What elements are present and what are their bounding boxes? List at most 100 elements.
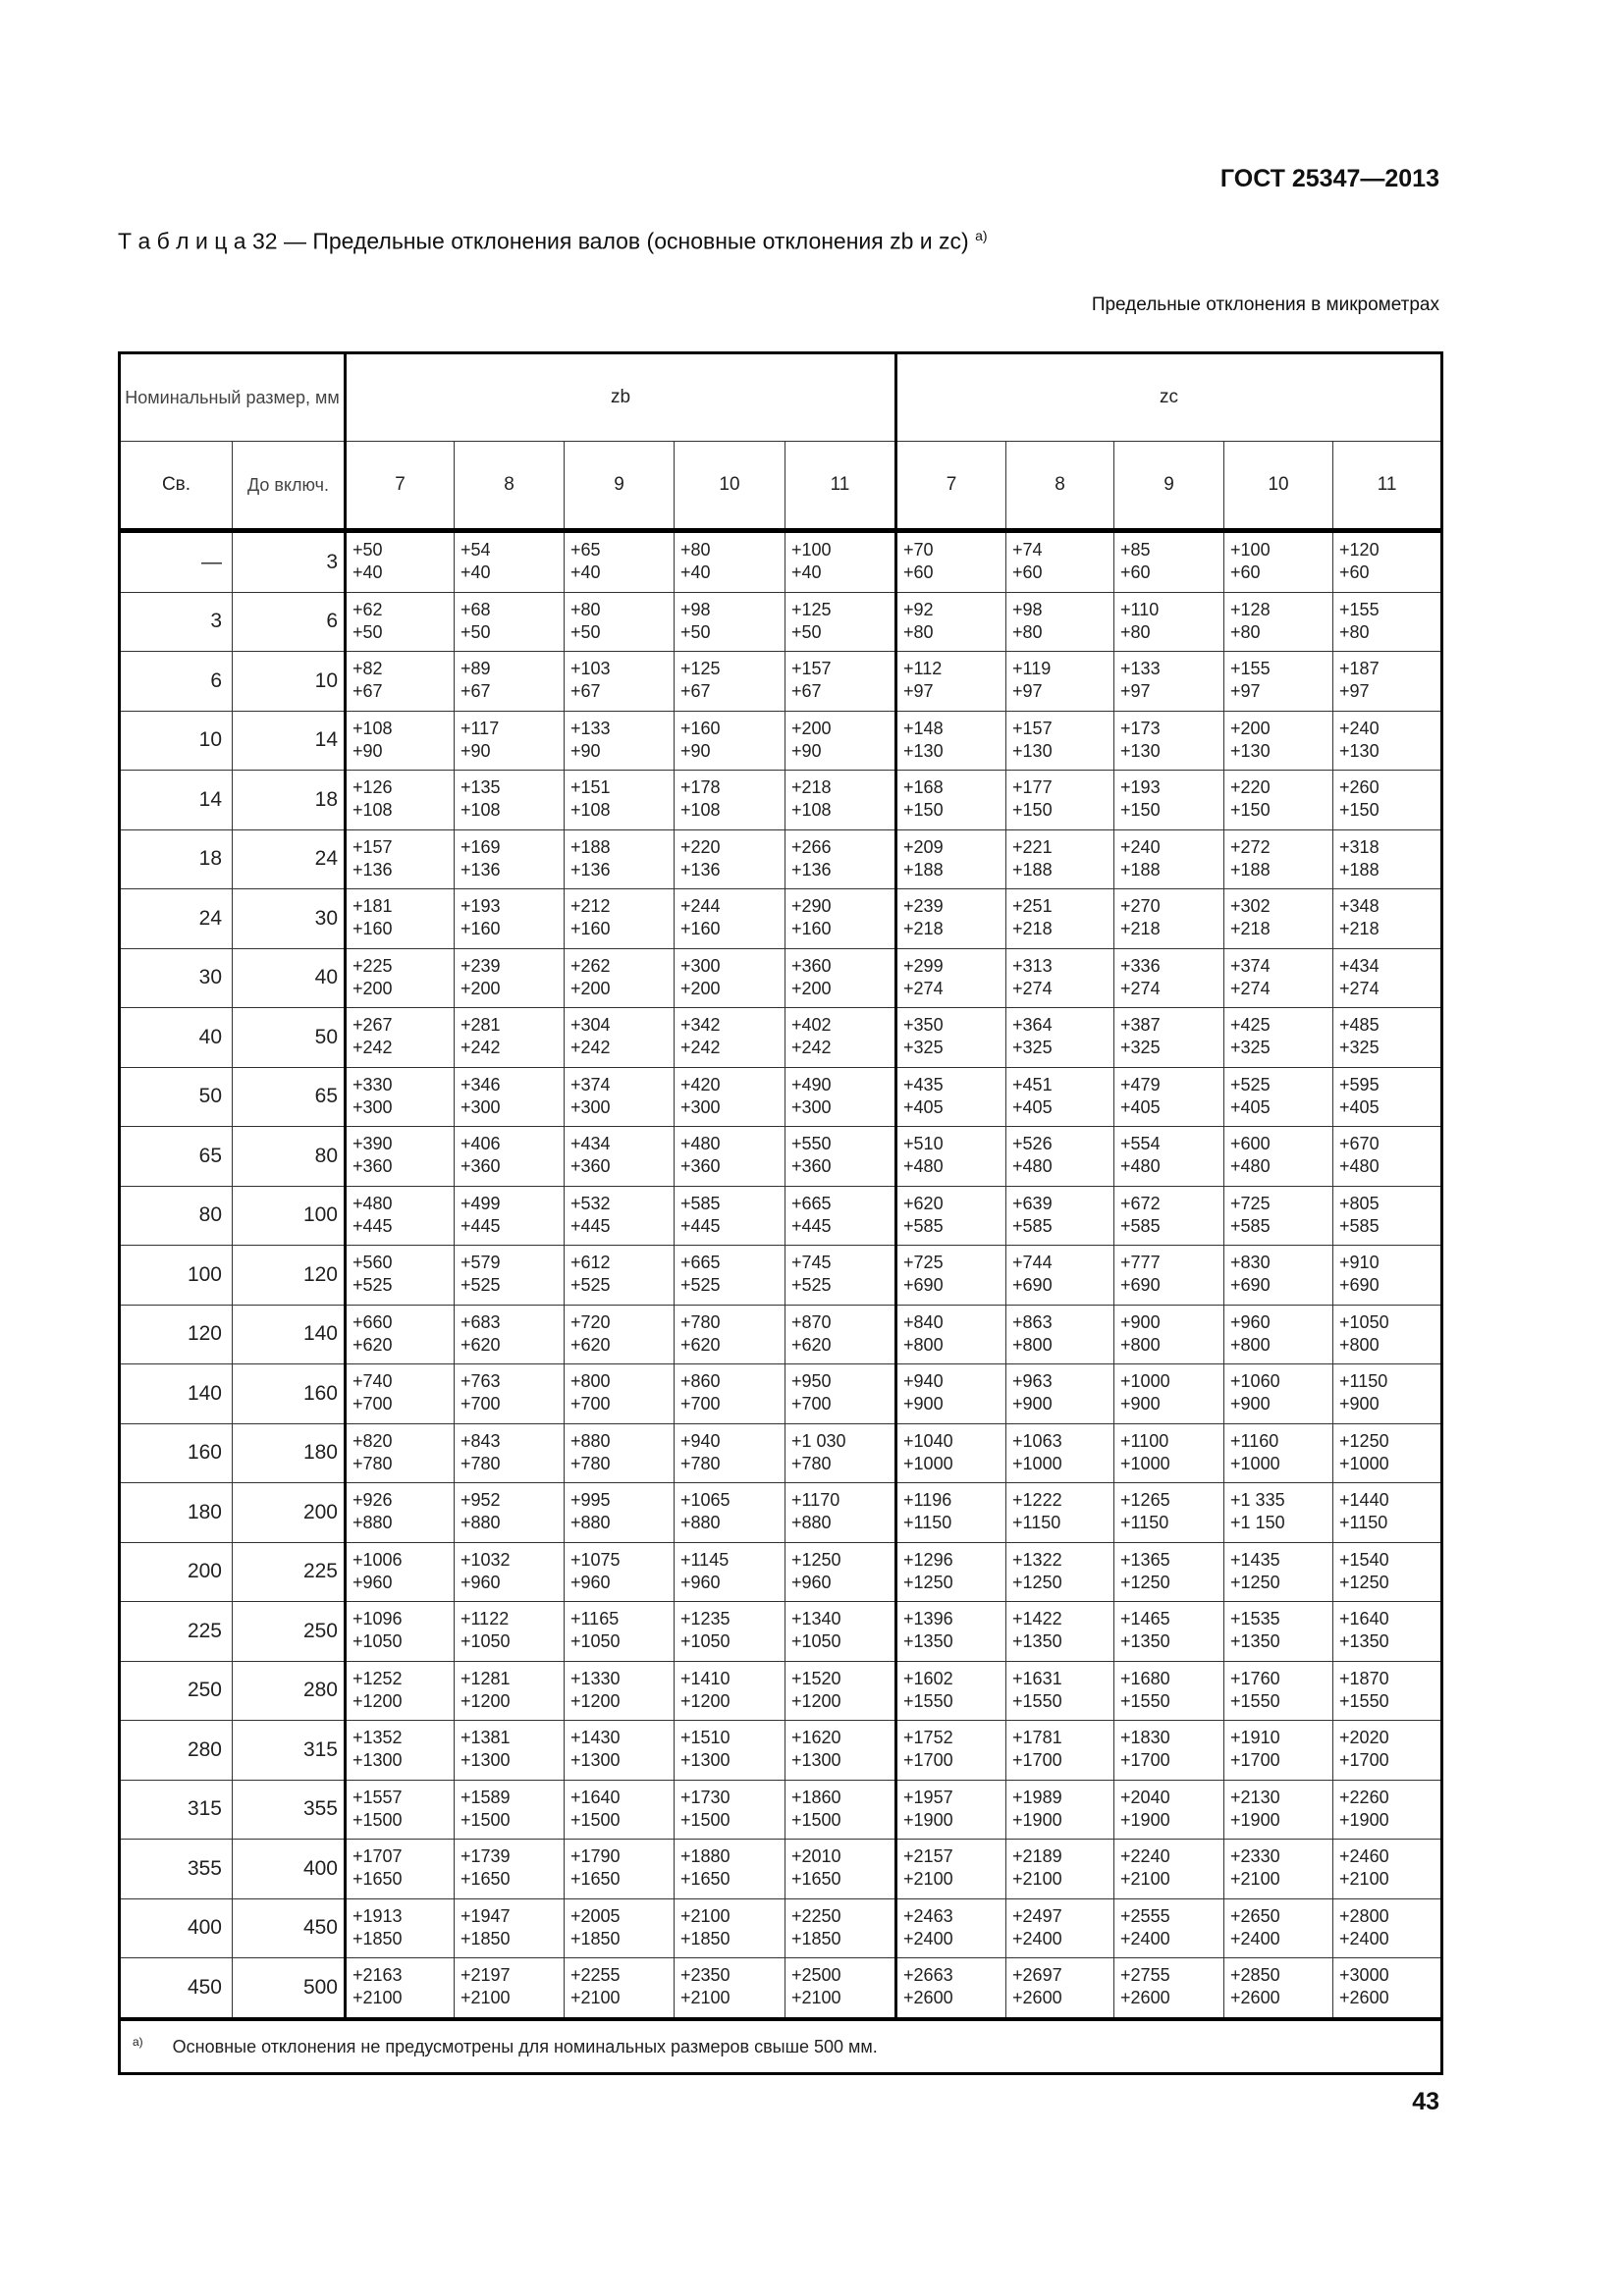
upper-deviation: +2755 xyxy=(1120,1965,1170,1985)
size-from: 200 xyxy=(119,1541,233,1602)
deviation-cell-zc-11: +348 +218 xyxy=(1332,888,1443,949)
deviation-cell-zb-7: +1557 +1500 xyxy=(344,1779,455,1840)
upper-deviation: +62 xyxy=(352,599,383,619)
upper-deviation: +262 xyxy=(570,955,611,976)
lower-deviation: +300 xyxy=(352,1096,393,1117)
lower-deviation: +300 xyxy=(460,1096,501,1117)
lower-deviation: +1650 xyxy=(680,1869,731,1889)
lower-deviation: +690 xyxy=(1339,1275,1380,1295)
upper-deviation: +299 xyxy=(903,955,944,976)
upper-deviation: +900 xyxy=(1120,1311,1161,1332)
deviation-cell-zb-9: +1430 +1300 xyxy=(564,1720,675,1781)
lower-deviation: +1550 xyxy=(903,1690,953,1711)
upper-deviation: +1150 xyxy=(1339,1371,1388,1391)
table-row: 10 14 +108 +90 +117 +90 +133 +90 +160 +90 +200 +90 +… xyxy=(119,710,1443,771)
upper-deviation: +330 xyxy=(352,1074,393,1095)
upper-deviation: +1075 xyxy=(570,1549,621,1570)
upper-deviation: +950 xyxy=(791,1371,832,1391)
lower-deviation: +2100 xyxy=(791,1988,841,2007)
size-to: 400 xyxy=(232,1839,346,1899)
deviation-cell-zc-7: +1196 +1150 xyxy=(894,1482,1007,1543)
lower-deviation: +1350 xyxy=(1120,1631,1170,1651)
deviation-cell-zc-11: +1440 +1150 xyxy=(1332,1482,1443,1543)
deviation-cell-zc-11: +260 +150 xyxy=(1332,770,1443,830)
upper-deviation: +995 xyxy=(570,1490,611,1510)
size-from: 315 xyxy=(119,1779,233,1840)
upper-deviation: +940 xyxy=(903,1371,944,1391)
deviation-cell-zc-9: +240 +188 xyxy=(1113,828,1225,889)
deviation-cell-zc-9: +1000 +900 xyxy=(1113,1363,1225,1424)
upper-deviation: +595 xyxy=(1339,1074,1380,1095)
lower-deviation: +188 xyxy=(1012,859,1053,880)
table-row: 14 18 +126 +108 +135 +108 +151 +108 +178 +108 +218… xyxy=(119,770,1443,830)
lower-deviation: +960 xyxy=(460,1572,501,1592)
lower-deviation: +274 xyxy=(1120,978,1161,998)
lower-deviation: +1300 xyxy=(680,1750,731,1770)
upper-deviation: +2330 xyxy=(1230,1846,1280,1866)
lower-deviation: +242 xyxy=(791,1038,832,1057)
upper-deviation: +2255 xyxy=(570,1965,621,1985)
lower-deviation: +136 xyxy=(570,859,611,880)
lower-deviation: +40 xyxy=(570,562,601,582)
lower-deviation: +160 xyxy=(460,919,501,938)
upper-deviation: +1989 xyxy=(1012,1787,1062,1807)
upper-deviation: +1781 xyxy=(1012,1728,1062,1747)
deviation-cell-zb-9: +374 +300 xyxy=(564,1066,675,1127)
upper-deviation: +2020 xyxy=(1339,1728,1389,1747)
deviation-cell-zb-10: +1065 +880 xyxy=(674,1482,785,1543)
lower-deviation: +1350 xyxy=(1230,1631,1280,1651)
deviation-cell-zb-7: +108 +90 xyxy=(344,710,455,771)
lower-deviation: +325 xyxy=(1120,1038,1161,1057)
upper-deviation: +272 xyxy=(1230,836,1271,857)
deviation-cell-zc-10: +525 +405 xyxy=(1223,1066,1334,1127)
deviation-cell-zc-11: +2020 +1700 xyxy=(1332,1720,1443,1781)
deviation-cell-zb-8: +499 +445 xyxy=(454,1185,565,1246)
lower-deviation: +445 xyxy=(680,1215,721,1236)
upper-deviation: +2189 xyxy=(1012,1846,1062,1866)
upper-deviation: +82 xyxy=(352,659,383,678)
upper-deviation: +103 xyxy=(570,659,611,678)
upper-deviation: +725 xyxy=(1230,1193,1271,1213)
upper-deviation: +830 xyxy=(1230,1253,1271,1272)
upper-deviation: +89 xyxy=(460,659,491,678)
upper-deviation: +1760 xyxy=(1230,1668,1280,1688)
upper-deviation: +240 xyxy=(1120,836,1161,857)
upper-deviation: +1330 xyxy=(570,1668,621,1688)
lower-deviation: +780 xyxy=(570,1453,611,1473)
lower-deviation: +1150 xyxy=(1120,1513,1169,1532)
size-to: 160 xyxy=(232,1363,346,1424)
table-row: 450 500 +2163 +2100 +2197 +2100 +2255 +2100 +235… xyxy=(119,1957,1443,2019)
upper-deviation: +1957 xyxy=(903,1787,953,1807)
deviation-cell-zb-7: +1913 +1850 xyxy=(344,1897,455,1958)
deviation-cell-zc-7: +168 +150 xyxy=(894,770,1007,830)
upper-deviation: +151 xyxy=(570,777,611,797)
upper-deviation: +777 xyxy=(1120,1253,1161,1272)
lower-deviation: +1200 xyxy=(680,1690,731,1711)
upper-deviation: +1870 xyxy=(1339,1668,1389,1688)
deviation-cell-zc-8: +639 +585 xyxy=(1005,1185,1115,1246)
upper-deviation: +620 xyxy=(903,1193,944,1213)
table-row: 400 450 +1913 +1850 +1947 +1850 +2005 +1850 +210… xyxy=(119,1897,1443,1958)
size-from: 10 xyxy=(119,710,233,771)
deviation-cell-zb-8: +239 +200 xyxy=(454,947,565,1008)
grade-header-zc-8: 8 xyxy=(1005,441,1115,533)
lower-deviation: +108 xyxy=(791,800,832,820)
lower-deviation: +2100 xyxy=(460,1988,511,2007)
lower-deviation: +108 xyxy=(570,800,611,820)
deviation-cell-zb-10: +220 +136 xyxy=(674,828,785,889)
lower-deviation: +445 xyxy=(570,1215,611,1236)
upper-deviation: +763 xyxy=(460,1371,501,1391)
lower-deviation: +690 xyxy=(1230,1275,1271,1295)
lower-deviation: +200 xyxy=(791,978,832,998)
deviation-cell-zb-7: +1096 +1050 xyxy=(344,1601,455,1662)
lower-deviation: +900 xyxy=(1120,1394,1161,1414)
upper-deviation: +1620 xyxy=(791,1728,841,1747)
lower-deviation: +2400 xyxy=(1339,1928,1389,1949)
lower-deviation: +1550 xyxy=(1120,1690,1170,1711)
upper-deviation: +157 xyxy=(791,659,832,678)
lower-deviation: +274 xyxy=(903,978,944,998)
deviation-cell-zc-11: +1870 +1550 xyxy=(1332,1660,1443,1721)
upper-deviation: +952 xyxy=(460,1490,501,1510)
lower-deviation: +40 xyxy=(460,562,491,582)
table-row: 6 10 +82 +67 +89 +67 +103 +67 +125 +67 +157 +67 +112… xyxy=(119,651,1443,712)
